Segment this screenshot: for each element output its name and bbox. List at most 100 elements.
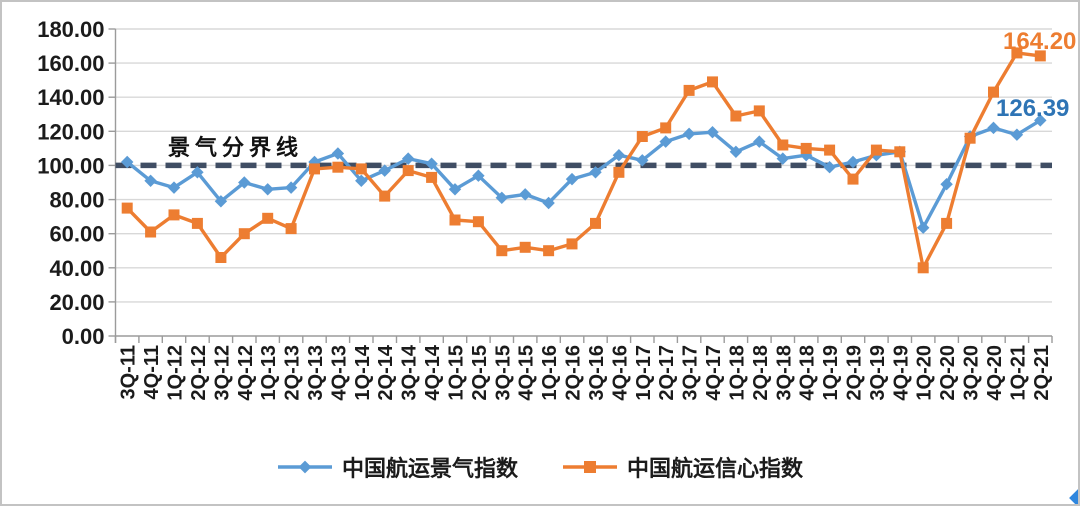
x-tick-label: 4Q-17 (703, 345, 725, 401)
data-point-marker (167, 181, 181, 194)
data-point-marker (309, 163, 320, 175)
x-tick-label: 4Q-19 (890, 345, 912, 401)
data-point-marker (144, 174, 157, 188)
x-tick-label: 2Q-12 (188, 345, 210, 401)
confidence-last-value-label: 164.20 (1003, 28, 1077, 55)
data-point-marker (941, 217, 953, 229)
legend-item-confidence[interactable]: 中国航运信心指数 (562, 451, 803, 483)
x-tick-label: 3Q-16 (586, 345, 608, 401)
x-tick-label: 2Q-18 (750, 345, 772, 401)
legend-label-confidence: 中国航运信心指数 (627, 456, 804, 481)
x-tick-label: 1Q-12 (165, 345, 187, 401)
data-point-marker (284, 181, 298, 194)
x-tick-label: 3Q-17 (680, 345, 702, 401)
data-point-marker (682, 127, 696, 141)
data-point-marker (917, 262, 929, 274)
data-point-marker (636, 131, 648, 142)
axes (114, 29, 1053, 343)
x-tick-labels: 3Q-11 4Q-11 1Q-12 2Q-12 3Q-12 4Q-12 1Q-13 2Q-13… (118, 344, 1053, 400)
x-tick-label: 3Q-14 (399, 344, 421, 400)
prosperity-last-value-label: 126.39 (996, 95, 1070, 122)
x-tick-label: 4Q-15 (516, 345, 538, 401)
data-point-marker (425, 157, 438, 170)
data-point-marker (355, 174, 368, 188)
y-tick-label: 100.00 (37, 153, 104, 178)
y-tick-label: 80.00 (49, 188, 104, 213)
y-tick-label: 160.00 (37, 51, 104, 76)
data-point-marker (707, 76, 718, 88)
y-tick-label: 120.00 (37, 119, 104, 144)
reference-line-label: 景气分界线 (168, 135, 304, 160)
y-tick-label: 60.00 (49, 222, 104, 247)
x-tick-label: 3Q-13 (305, 345, 327, 401)
x-tick-label: 4Q-16 (609, 345, 631, 401)
data-point-marker (191, 217, 203, 229)
x-tick-label: 1Q-17 (633, 345, 655, 401)
data-point-marker (472, 169, 485, 182)
data-point-marker (613, 166, 625, 178)
data-point-marker (496, 245, 508, 257)
x-tick-label: 1Q-18 (726, 345, 748, 401)
data-point-marker (777, 139, 789, 151)
data-point-marker (379, 190, 391, 202)
data-point-marker (215, 252, 227, 263)
data-point-marker (894, 146, 906, 158)
data-point-marker (120, 155, 134, 169)
legend-item-prosperity[interactable]: 中国航运景气指数 (277, 451, 518, 483)
x-tick-label: 3Q-19 (867, 345, 889, 401)
x-tick-label: 3Q-11 (118, 345, 140, 399)
prosperity-series-swatch-icon (277, 460, 332, 474)
y-gridlines: 0.00 20.00 40.00 60.00 80.00 100.00 120.00 140.… (37, 17, 1052, 349)
data-point-marker (519, 241, 531, 253)
x-tick-label: 2Q-19 (844, 345, 866, 401)
data-point-marker (590, 217, 601, 229)
x-tick-label: 3Q-18 (773, 345, 795, 401)
data-point-marker (261, 183, 274, 196)
data-point-marker (285, 223, 297, 235)
x-tick-label: 4Q-12 (235, 345, 257, 401)
confidence-series-swatch-icon (563, 461, 617, 473)
x-tick-label: 3Q-15 (492, 345, 514, 401)
data-point-marker (987, 121, 1000, 135)
x-tick-label: 3Q-12 (211, 345, 233, 401)
data-point-marker (448, 183, 462, 196)
data-point-marker (168, 209, 180, 221)
data-point-marker (426, 171, 438, 183)
y-tick-label: 20.00 (49, 290, 104, 315)
data-point-marker (191, 166, 204, 179)
data-point-marker (331, 147, 345, 160)
x-tick-label: 4Q-18 (797, 345, 819, 401)
x-tick-label: 2Q-17 (656, 345, 678, 401)
data-point-marker (332, 161, 344, 173)
data-point-marker (145, 226, 157, 238)
x-tick-label: 2Q-14 (375, 344, 397, 400)
data-point-marker (753, 105, 765, 117)
data-point-marker (262, 212, 274, 224)
data-point-marker (800, 142, 812, 154)
data-point-marker (1034, 50, 1046, 62)
x-tick-label: 4Q-13 (328, 345, 350, 401)
x-tick-label: 1Q-14 (352, 344, 374, 400)
x-tick-label: 2Q-16 (563, 345, 585, 401)
data-point-marker (660, 122, 672, 134)
data-point-marker (940, 177, 953, 191)
x-tick-label: 2Q-13 (282, 345, 304, 401)
x-tick-label: 3Q-20 (961, 345, 983, 401)
data-point-marker (238, 228, 250, 240)
data-point-marker (449, 214, 461, 226)
data-point-marker (543, 245, 555, 257)
confidence-index-series[interactable] (121, 47, 1046, 274)
data-point-marker (472, 216, 484, 228)
data-point-marker (1011, 47, 1023, 59)
y-tick-label: 180.00 (37, 17, 104, 42)
y-tick-label: 0.00 (62, 324, 105, 349)
legend-label-prosperity: 中国航运景气指数 (341, 456, 518, 481)
x-tick-label: 1Q-15 (446, 345, 468, 401)
data-point-marker (214, 195, 228, 208)
legend: 中国航运景气指数 中国航运信心指数 (2, 451, 1078, 483)
x-tick-label: 2Q-20 (937, 345, 959, 401)
x-tick-label: 4Q-11 (141, 345, 163, 399)
data-point-marker (847, 173, 859, 185)
data-point-marker (916, 221, 930, 234)
